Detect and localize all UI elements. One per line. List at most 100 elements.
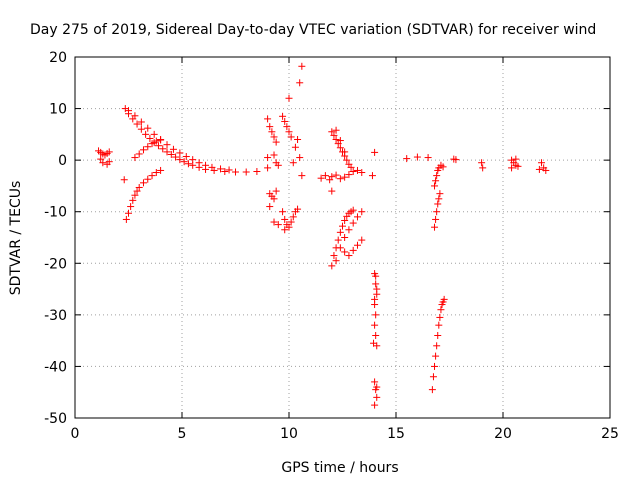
data-point [330, 131, 338, 139]
data-point [341, 173, 349, 181]
data-point [122, 215, 130, 223]
data-point [435, 195, 443, 203]
data-point [163, 141, 171, 149]
data-point [371, 378, 379, 386]
data-point [328, 262, 336, 270]
data-point [264, 154, 272, 162]
data-point [287, 218, 295, 226]
data-point [150, 130, 158, 138]
data-point [373, 342, 381, 350]
data-point [285, 128, 293, 136]
x-tick-label: 0 [71, 426, 80, 442]
data-point [264, 164, 272, 172]
data-point [431, 182, 439, 190]
data-point [294, 205, 302, 213]
data-point [264, 115, 272, 123]
data-point [298, 62, 306, 70]
plot-frame [74, 56, 611, 419]
data-point [339, 222, 346, 230]
data-point [328, 187, 336, 195]
data-point [296, 79, 304, 87]
data-point [336, 228, 344, 236]
data-point [137, 125, 145, 133]
chart-title: Day 275 of 2019, Sidereal Day-to-day VTE… [30, 22, 596, 38]
data-point [169, 145, 177, 153]
data-point [148, 140, 156, 148]
data-point [289, 213, 297, 221]
data-point [371, 401, 379, 409]
y-tick-label: -30 [44, 308, 67, 324]
data-point [148, 172, 156, 180]
data-point [184, 160, 192, 168]
data-point [514, 162, 522, 170]
data-point [437, 306, 445, 314]
data-point [281, 117, 289, 125]
data-point [343, 156, 351, 164]
data-point [137, 118, 145, 126]
data-point [167, 150, 175, 158]
data-point [403, 155, 411, 163]
data-point [176, 156, 184, 164]
data-point [105, 158, 113, 166]
data-point [341, 234, 349, 241]
data-point [135, 150, 143, 158]
data-point [125, 107, 132, 115]
data-point [154, 142, 162, 150]
data-point [144, 124, 152, 132]
data-point [349, 167, 357, 175]
data-point [336, 144, 344, 152]
data-point [270, 133, 278, 141]
axis-ticks: 0 5 10 15 20 25 20 10 0 -10 -20 -30 -40 -50 [44, 50, 619, 442]
data-point [371, 321, 379, 329]
y-tick-label: -40 [44, 359, 67, 375]
data-point [413, 153, 421, 161]
data-point [328, 128, 336, 136]
y-tick-label: 10 [49, 102, 67, 118]
data-point [105, 148, 113, 156]
data-point [195, 159, 203, 167]
data-point [135, 183, 143, 191]
data-point [368, 172, 376, 180]
data-point [332, 136, 340, 144]
data-point [139, 179, 147, 187]
data-point [272, 138, 280, 146]
data-point [159, 145, 167, 153]
data-point [281, 215, 289, 223]
data-point [270, 151, 278, 159]
data-point [332, 257, 340, 265]
data-point [281, 226, 289, 234]
data-point [221, 167, 229, 175]
data-point [253, 167, 261, 175]
data-point [152, 169, 160, 177]
x-tick-label: 10 [280, 426, 298, 442]
data-point [157, 166, 165, 174]
data-point [433, 342, 441, 350]
data-point [433, 208, 441, 216]
data-point [274, 221, 282, 229]
y-tick-label: -20 [44, 256, 67, 272]
data-point [353, 241, 361, 249]
data-point [131, 112, 139, 120]
data-point [435, 321, 443, 329]
data-point [142, 130, 150, 138]
data-point [270, 218, 278, 226]
data-point [334, 236, 342, 244]
data-point [131, 191, 139, 199]
data-point [272, 187, 280, 195]
data-point [182, 153, 190, 161]
x-tick-label: 20 [494, 426, 512, 442]
data-point [332, 171, 340, 179]
data-point [225, 166, 233, 174]
data-point [129, 196, 137, 204]
data-point [347, 163, 355, 171]
data-point [328, 173, 336, 181]
y-tick-label: 20 [49, 50, 67, 66]
data-point [432, 177, 440, 185]
data-point [208, 163, 216, 171]
data-point [99, 159, 107, 167]
data-point [436, 190, 444, 198]
data-point [202, 161, 210, 169]
data-point [372, 280, 380, 288]
data-point [432, 215, 440, 223]
